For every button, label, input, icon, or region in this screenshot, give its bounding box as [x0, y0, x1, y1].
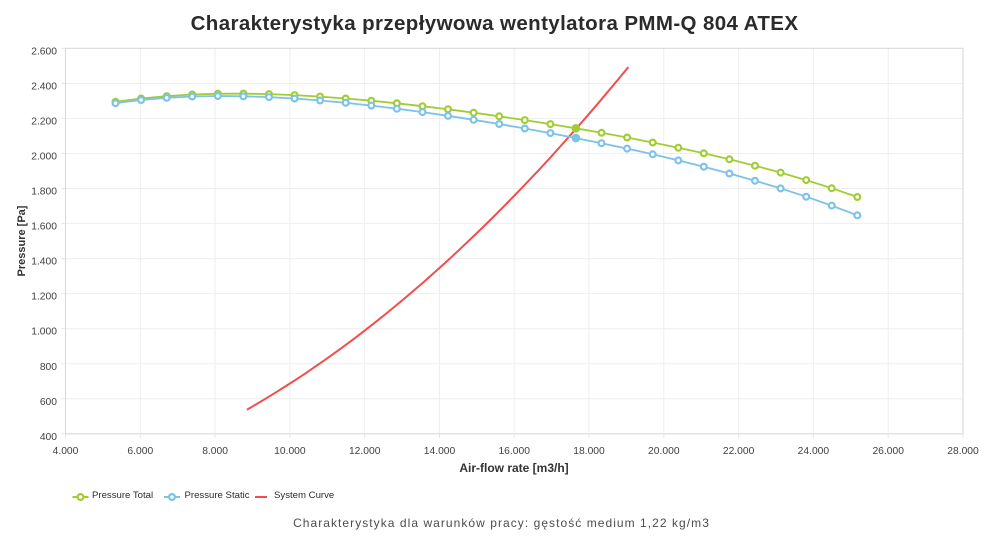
svg-text:1.600: 1.600 [31, 222, 57, 233]
svg-text:18.000: 18.000 [573, 446, 605, 457]
svg-text:20.000: 20.000 [648, 446, 680, 457]
svg-text:2.600: 2.600 [31, 46, 57, 57]
svg-text:16.000: 16.000 [498, 446, 530, 457]
svg-text:1.400: 1.400 [31, 257, 57, 268]
svg-text:6.000: 6.000 [127, 446, 153, 457]
svg-text:2.000: 2.000 [31, 151, 57, 162]
svg-text:10.000: 10.000 [274, 446, 306, 457]
svg-text:800: 800 [40, 362, 57, 373]
svg-text:1.200: 1.200 [31, 292, 57, 303]
svg-text:400: 400 [40, 432, 57, 443]
svg-text:600: 600 [40, 397, 57, 408]
svg-text:12.000: 12.000 [349, 446, 381, 457]
svg-text:2.200: 2.200 [31, 116, 57, 127]
svg-text:26.000: 26.000 [872, 446, 904, 457]
svg-text:14.000: 14.000 [424, 446, 456, 457]
svg-text:22.000: 22.000 [723, 446, 755, 457]
svg-text:24.000: 24.000 [798, 446, 830, 457]
svg-text:28.000: 28.000 [947, 446, 979, 457]
svg-text:8.000: 8.000 [202, 446, 228, 457]
svg-text:1.800: 1.800 [31, 187, 57, 198]
svg-text:2.400: 2.400 [31, 81, 57, 92]
svg-text:4.000: 4.000 [53, 446, 79, 457]
svg-text:1.000: 1.000 [31, 327, 57, 338]
